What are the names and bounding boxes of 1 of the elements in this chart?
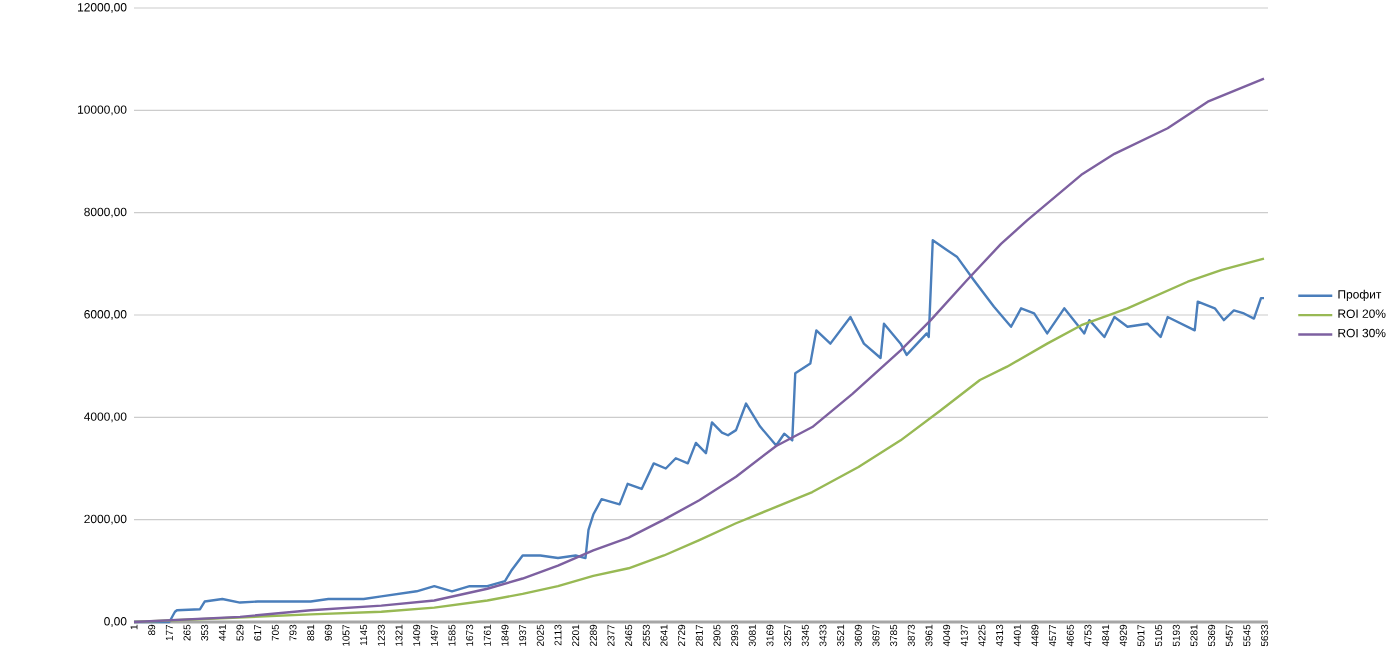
- line-series: [132, 77, 1266, 624]
